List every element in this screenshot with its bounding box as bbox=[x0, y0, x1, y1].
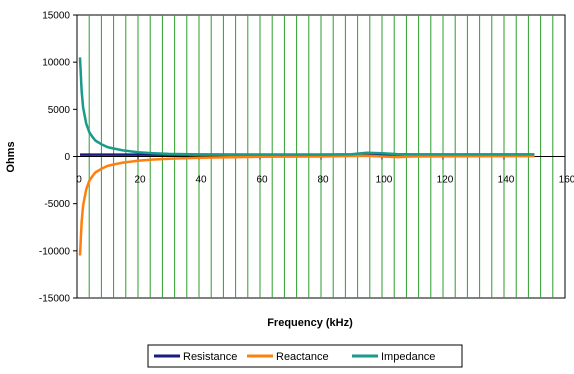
legend: Resistance Reactance Impedance bbox=[147, 344, 463, 368]
x-axis-title: Frequency (kHz) bbox=[267, 317, 353, 329]
series-lines bbox=[78, 57, 535, 256]
series-reactance-line bbox=[78, 154, 535, 256]
x-tick-label: 140 bbox=[498, 175, 515, 186]
y-tick-label: -15000 bbox=[39, 294, 71, 305]
x-tick-label: 160 bbox=[559, 175, 574, 186]
x-tick-label: 100 bbox=[376, 175, 393, 186]
x-tick-label: 40 bbox=[195, 175, 207, 186]
y-tick-label: 0 bbox=[64, 152, 70, 163]
x-tick-label: 60 bbox=[256, 175, 268, 186]
x-tick-label: 0 bbox=[76, 175, 82, 186]
y-tick-label: 10000 bbox=[42, 58, 70, 69]
tick-labels: 0 20 40 60 80 100 120 140 160 -15000 -10000 -5000 0 5… bbox=[39, 11, 574, 305]
legend-label-resistance: Resistance bbox=[183, 351, 237, 363]
x-tick-label: 120 bbox=[437, 175, 454, 186]
series-impedance-line bbox=[78, 57, 535, 156]
x-tick-label: 80 bbox=[317, 175, 329, 186]
y-axis-title: Ohms bbox=[5, 141, 17, 172]
legend-label-impedance: Impedance bbox=[381, 351, 435, 363]
legend-box bbox=[147, 344, 463, 368]
y-tick-label: 15000 bbox=[42, 11, 70, 22]
legend-label-reactance: Reactance bbox=[276, 351, 329, 363]
x-tick-label: 20 bbox=[134, 175, 146, 186]
y-tick-label: 5000 bbox=[48, 105, 71, 116]
y-tick-label: -10000 bbox=[39, 246, 71, 257]
y-tick-label: -5000 bbox=[44, 199, 70, 210]
